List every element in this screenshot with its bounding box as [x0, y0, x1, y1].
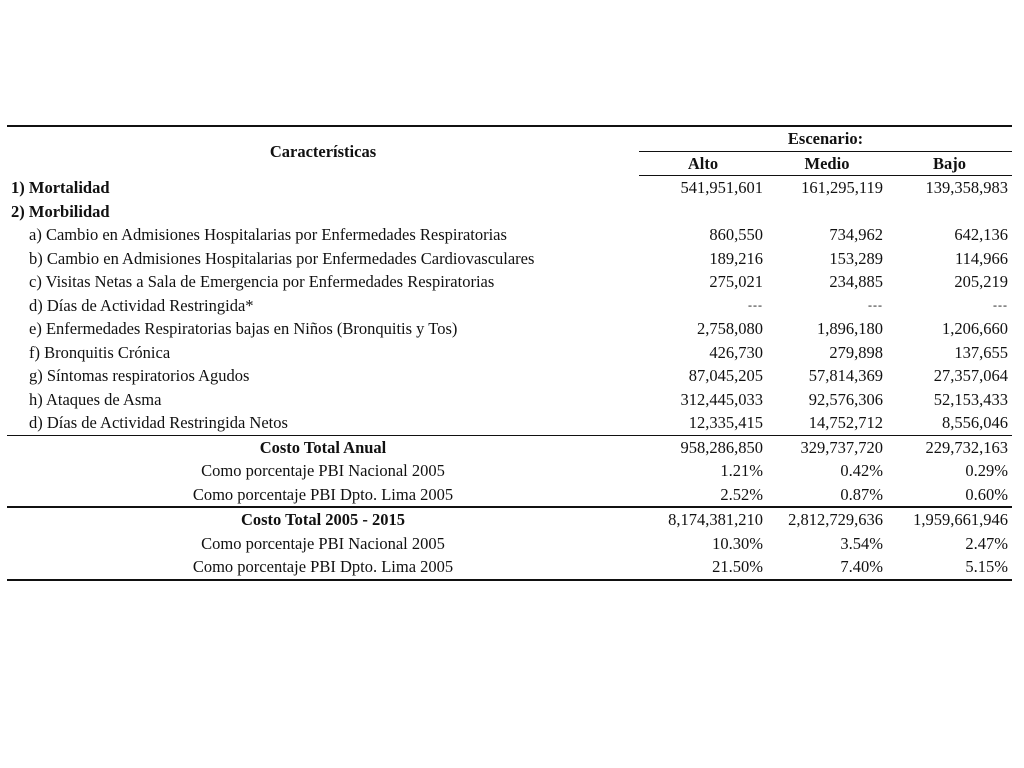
cell-medio: 734,962	[829, 225, 883, 244]
annual-pct-lima-bajo: 0.60%	[965, 484, 1008, 504]
cell-medio: 57,814,369	[808, 366, 883, 385]
period-pct-lima-medio: 7.40%	[767, 555, 887, 581]
period-pct-nacional-alto: 10.30%	[712, 533, 763, 553]
cell-bajo: 137,655	[954, 342, 1008, 362]
row-period-total: Costo Total 2005 - 2015 8,174,381,210 2,…	[7, 506, 1012, 532]
cell-bajo: 52,153,433	[933, 389, 1008, 409]
cell-medio: 279,898	[829, 342, 883, 362]
row-label: b) Cambio en Admisiones Hospitalarias po…	[29, 248, 535, 268]
cell-bajo: ---	[993, 297, 1008, 312]
period-pct-nacional-medio: 3.54%	[840, 533, 883, 553]
period-pct-nacional-label: Como porcentaje PBI Nacional 2005	[201, 533, 445, 553]
table-row: a) Cambio en Admisiones Hospitalarias po…	[7, 223, 1012, 247]
row-period-pct-nacional: Como porcentaje PBI Nacional 2005 10.30%…	[7, 532, 1012, 556]
mortalidad-label: 1) Mortalidad	[11, 177, 110, 197]
annual-total-label: Costo Total Anual	[7, 434, 639, 459]
cell-medio: 234,885	[829, 272, 883, 291]
cell-alto: 312,445,033	[680, 389, 764, 409]
annual-pct-nacional-label: Como porcentaje PBI Nacional 2005	[201, 461, 445, 480]
table-row: b) Cambio en Admisiones Hospitalarias po…	[7, 247, 1012, 271]
row-label: c) Visitas Netas a Sala de Emergencia po…	[29, 272, 495, 291]
cell-medio: 92,576,306	[808, 389, 883, 409]
header-alto: Alto	[639, 151, 767, 176]
cell-bajo: 8,556,046	[942, 413, 1008, 432]
period-pct-lima-bajo: 5.15%	[887, 555, 1012, 581]
row-annual-total: Costo Total Anual 958,286,850 329,737,72…	[7, 434, 1012, 459]
row-label: d) Días de Actividad Restringida*	[29, 295, 254, 315]
period-pct-lima-label: Como porcentaje PBI Dpto. Lima 2005	[7, 555, 639, 581]
annual-pct-nacional-bajo: 0.29%	[965, 461, 1008, 480]
table-row: d) Días de Actividad Restringida Netos 1…	[7, 411, 1012, 435]
cell-alto: 860,550	[709, 225, 763, 244]
row-period-pct-lima: Como porcentaje PBI Dpto. Lima 2005 21.5…	[7, 555, 1012, 581]
period-total-label: Costo Total 2005 - 2015	[7, 506, 639, 532]
cell-bajo: 642,136	[954, 225, 1008, 244]
annual-bajo: 229,732,163	[887, 434, 1012, 459]
row-label: h) Ataques de Asma	[29, 389, 162, 409]
table-row: f) Bronquitis Crónica 426,730 279,898 13…	[7, 341, 1012, 365]
cell-alto: ---	[748, 297, 763, 312]
period-pct-lima-alto: 21.50%	[639, 555, 767, 581]
cell-alto: 426,730	[709, 342, 763, 362]
cell-bajo: 1,206,660	[942, 319, 1008, 338]
table-row: g) Síntomas respiratorios Agudos 87,045,…	[7, 364, 1012, 388]
table-header: Características Escenario: Alto Medio Ba…	[7, 125, 1012, 176]
annual-medio: 329,737,720	[767, 434, 887, 459]
row-label: d) Días de Actividad Restringida Netos	[29, 413, 288, 432]
cell-alto: 87,045,205	[688, 366, 763, 385]
cell-bajo: 27,357,064	[933, 366, 1008, 385]
row-morbilidad: 2) Morbilidad	[7, 200, 1012, 224]
cell-alto: 12,335,415	[688, 413, 763, 432]
cost-table: Características Escenario: Alto Medio Ba…	[7, 125, 1012, 581]
row-label: g) Síntomas respiratorios Agudos	[29, 366, 250, 385]
row-annual-pct-lima: Como porcentaje PBI Dpto. Lima 2005 2.52…	[7, 483, 1012, 508]
row-mortalidad: 1) Mortalidad 541,951,601 161,295,119 13…	[7, 176, 1012, 200]
annual-alto: 958,286,850	[639, 434, 767, 459]
annual-pct-lima-alto: 2.52%	[720, 484, 763, 504]
mortalidad-bajo: 139,358,983	[925, 178, 1009, 197]
cell-medio: ---	[868, 297, 883, 312]
table-row: h) Ataques de Asma 312,445,033 92,576,30…	[7, 388, 1012, 412]
table-row: e) Enfermedades Respiratorias bajas en N…	[7, 317, 1012, 341]
annual-pct-nacional-alto: 1.21%	[720, 461, 763, 480]
morbilidad-label: 2) Morbilidad	[11, 201, 110, 221]
row-label: a) Cambio en Admisiones Hospitalarias po…	[29, 225, 507, 244]
cell-bajo: 114,966	[954, 248, 1008, 268]
cell-alto: 189,216	[709, 248, 763, 268]
annual-pct-nacional-medio: 0.42%	[840, 461, 883, 480]
annual-pct-lima-label: Como porcentaje PBI Dpto. Lima 2005	[192, 484, 454, 504]
period-total-alto: 8,174,381,210	[639, 506, 767, 532]
row-annual-pct-nacional: Como porcentaje PBI Nacional 2005 1.21% …	[7, 459, 1012, 483]
cell-medio: 1,896,180	[817, 319, 883, 338]
period-total-medio: 2,812,729,636	[767, 506, 887, 532]
period-pct-nacional-bajo: 2.47%	[965, 533, 1008, 553]
header-characteristics: Características	[7, 125, 639, 176]
table-row: d) Días de Actividad Restringida* --- --…	[7, 294, 1012, 318]
header-scenario: Escenario:	[639, 125, 1012, 152]
cell-medio: 14,752,712	[808, 413, 883, 432]
cell-alto: 275,021	[709, 272, 763, 291]
cell-medio: 153,289	[829, 248, 883, 268]
header-medio: Medio	[767, 151, 887, 176]
annual-pct-lima-medio: 0.87%	[840, 484, 883, 504]
row-label: f) Bronquitis Crónica	[29, 342, 171, 362]
cell-bajo: 205,219	[954, 272, 1008, 291]
header-bajo: Bajo	[887, 151, 1012, 176]
mortalidad-medio: 161,295,119	[801, 178, 883, 197]
period-total-bajo: 1,959,661,946	[887, 506, 1012, 532]
mortalidad-alto: 541,951,601	[680, 178, 764, 197]
row-label: e) Enfermedades Respiratorias bajas en N…	[29, 319, 458, 338]
cell-alto: 2,758,080	[697, 319, 763, 338]
table-row: c) Visitas Netas a Sala de Emergencia po…	[7, 270, 1012, 294]
